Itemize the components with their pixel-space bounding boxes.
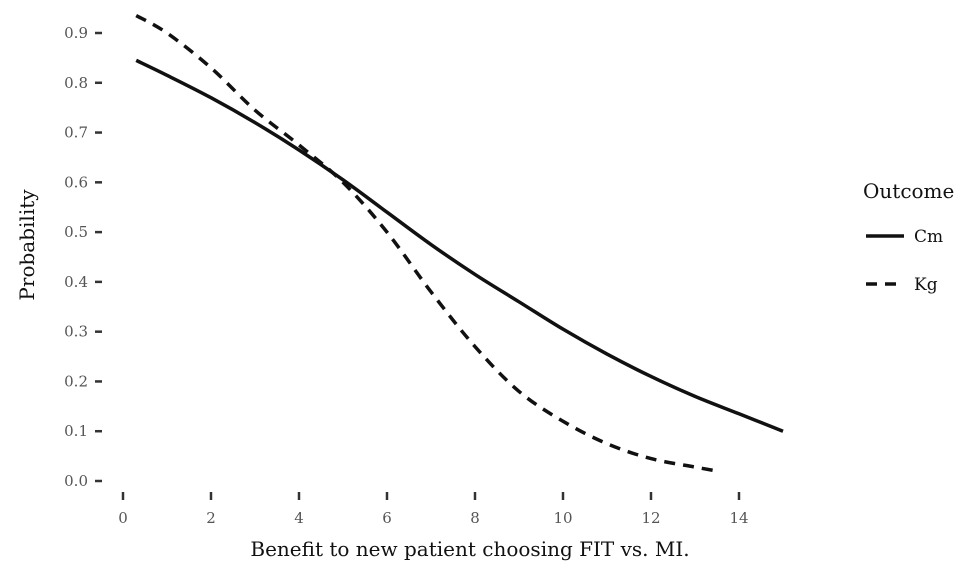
x-tick-label: 12 <box>641 509 660 527</box>
y-tick-label: 0.9 <box>64 24 88 42</box>
y-tick-label: 0.4 <box>64 273 88 291</box>
x-tick-label: 4 <box>294 509 304 527</box>
y-tick-label: 0.1 <box>64 422 88 440</box>
x-tick-label: 8 <box>470 509 480 527</box>
x-tick-label: 10 <box>553 509 572 527</box>
y-tick-label: 0.6 <box>64 173 88 191</box>
plot-area <box>135 14 784 473</box>
x-axis: 0 2 4 6 8 10 12 14 <box>118 492 749 527</box>
y-tick-label: 0.7 <box>64 124 88 142</box>
legend-label-kg: Kg <box>914 275 938 295</box>
y-tick-label: 0.0 <box>64 472 88 490</box>
series-line-cm <box>135 58 784 433</box>
y-axis-title: Probability <box>15 189 39 301</box>
x-tick-label: 0 <box>118 509 128 527</box>
y-tick-label: 0.8 <box>64 74 88 92</box>
legend-title: Outcome <box>863 179 954 203</box>
y-tick-label: 0.5 <box>64 223 88 241</box>
x-tick-label: 6 <box>382 509 392 527</box>
legend: Outcome Cm Kg <box>863 179 954 295</box>
y-tick-label: 0.3 <box>64 323 88 341</box>
x-tick-label: 2 <box>206 509 216 527</box>
y-axis: 0.0 0.1 0.2 0.3 0.4 0.5 0.6 0.7 0.8 0.9 <box>64 24 102 490</box>
series-line-kg <box>135 14 718 473</box>
legend-label-cm: Cm <box>914 227 943 247</box>
x-axis-title: Benefit to new patient choosing FIT vs. … <box>250 537 689 561</box>
x-tick-label: 14 <box>729 509 748 527</box>
y-tick-label: 0.2 <box>64 372 88 390</box>
